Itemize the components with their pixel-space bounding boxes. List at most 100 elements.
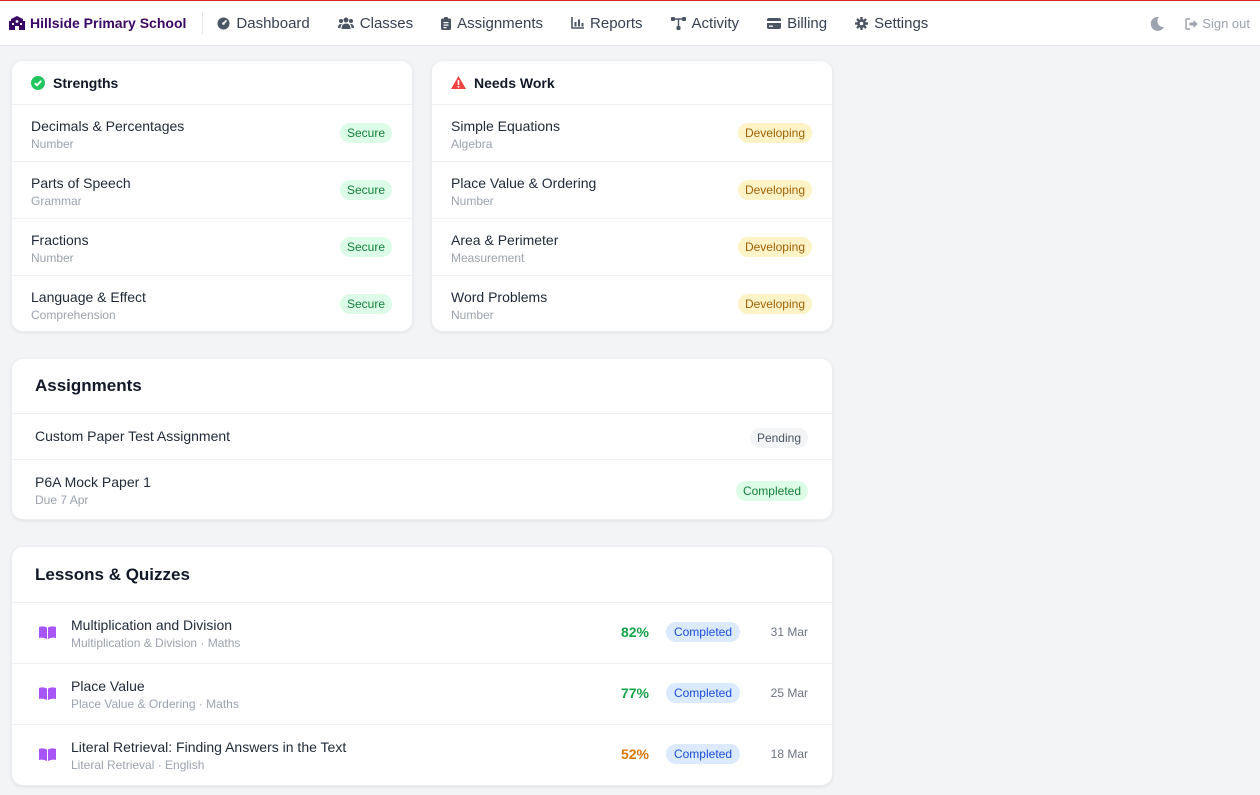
skill-category: Number bbox=[31, 251, 74, 265]
status-badge: Completed bbox=[665, 683, 740, 703]
nav-divider bbox=[202, 12, 204, 34]
lesson-row[interactable]: Place Value Place Value & Ordering · Mat… bbox=[12, 664, 832, 725]
status-badge: Developing bbox=[737, 123, 812, 143]
dashboard-icon bbox=[217, 17, 230, 29]
lesson-date: 18 Mar bbox=[770, 747, 808, 761]
assignments-title: Assignments bbox=[35, 376, 142, 395]
needs-work-row[interactable]: Place Value & Ordering Number Developing bbox=[432, 162, 832, 219]
status-badge: Secure bbox=[339, 237, 392, 257]
status-badge: Developing bbox=[737, 237, 812, 257]
needs-work-card: Needs Work Simple Equations Algebra Deve… bbox=[431, 60, 833, 332]
lesson-name: Place Value bbox=[71, 678, 145, 694]
skill-name: Simple Equations bbox=[451, 118, 560, 134]
gear-icon bbox=[855, 16, 869, 30]
lesson-date: 31 Mar bbox=[770, 625, 808, 639]
assignment-due: Due 7 Apr bbox=[35, 493, 89, 507]
lesson-name: Multiplication and Division bbox=[71, 617, 233, 633]
skill-name: Place Value & Ordering bbox=[451, 175, 597, 191]
clipboard-icon bbox=[441, 16, 452, 30]
chart-icon bbox=[571, 17, 585, 29]
nav-label: Activity bbox=[691, 14, 740, 32]
strength-row[interactable]: Parts of Speech Grammar Secure bbox=[12, 162, 412, 219]
skill-category: Number bbox=[451, 194, 494, 208]
sign-out-button[interactable]: Sign out bbox=[1185, 16, 1250, 31]
book-icon bbox=[39, 748, 56, 761]
status-badge: Secure bbox=[339, 123, 392, 143]
assignments-header: Assignments bbox=[12, 359, 832, 414]
lesson-meta: Literal Retrieval · English bbox=[71, 758, 205, 772]
nav-label: Classes bbox=[359, 14, 414, 32]
check-circle-icon bbox=[31, 75, 45, 90]
skill-name: Parts of Speech bbox=[31, 175, 131, 191]
skill-name: Area & Perimeter bbox=[451, 232, 559, 248]
nav-label: Billing bbox=[787, 14, 828, 32]
status-badge: Completed bbox=[665, 744, 740, 764]
lessons-title: Lessons & Quizzes bbox=[35, 564, 190, 584]
assignment-name: Custom Paper Test Assignment bbox=[35, 428, 231, 444]
assignments-card: Assignments Custom Paper Test Assignment… bbox=[11, 358, 833, 520]
strengths-title: Strengths bbox=[53, 74, 119, 91]
lessons-header: Lessons & Quizzes bbox=[12, 547, 832, 603]
skill-category: Comprehension bbox=[31, 308, 116, 322]
assignment-row[interactable]: P6A Mock Paper 1 Due 7 Apr Completed bbox=[12, 460, 832, 519]
warning-icon bbox=[451, 76, 466, 89]
activity-icon bbox=[670, 16, 686, 30]
strengths-card: Strengths Decimals & Percentages Number … bbox=[11, 60, 413, 332]
nav-label: Settings bbox=[874, 14, 929, 32]
nav-item-billing[interactable]: Billing bbox=[767, 15, 827, 32]
status-badge: Secure bbox=[339, 294, 392, 314]
status-badge: Secure bbox=[339, 180, 392, 200]
skill-name: Language & Effect bbox=[31, 289, 146, 305]
school-name: Hillside Primary School bbox=[30, 15, 187, 31]
skill-category: Algebra bbox=[451, 137, 493, 151]
assignment-name: P6A Mock Paper 1 bbox=[35, 474, 151, 490]
top-navbar: Hillside Primary School Dashboard Classe… bbox=[0, 1, 1260, 46]
strength-row[interactable]: Decimals & Percentages Number Secure bbox=[12, 105, 412, 162]
lesson-meta: Multiplication & Division · Maths bbox=[71, 636, 241, 650]
lessons-card: Lessons & Quizzes Multiplication and Div… bbox=[11, 546, 833, 786]
skill-category: Measurement bbox=[451, 251, 525, 265]
skill-name: Fractions bbox=[31, 232, 89, 248]
credit-card-icon bbox=[767, 17, 782, 29]
nav-item-reports[interactable]: Reports bbox=[571, 15, 643, 32]
needs-work-row[interactable]: Simple Equations Algebra Developing bbox=[432, 105, 832, 162]
sign-out-label: Sign out bbox=[1202, 16, 1250, 31]
brand[interactable]: Hillside Primary School bbox=[0, 1, 186, 45]
lesson-score: 77% bbox=[620, 685, 649, 701]
lesson-name: Literal Retrieval: Finding Answers in th… bbox=[71, 739, 347, 755]
lesson-row[interactable]: Literal Retrieval: Finding Answers in th… bbox=[12, 725, 832, 785]
needs-work-title: Needs Work bbox=[474, 74, 555, 91]
status-badge: Developing bbox=[737, 294, 812, 314]
nav-item-classes[interactable]: Classes bbox=[337, 14, 414, 32]
nav-label: Reports bbox=[590, 14, 643, 32]
lesson-date: 25 Mar bbox=[770, 686, 808, 700]
lesson-score: 82% bbox=[620, 624, 649, 640]
nav-item-activity[interactable]: Activity bbox=[670, 14, 740, 32]
book-icon bbox=[39, 687, 56, 700]
needs-work-row[interactable]: Word Problems Number Developing bbox=[432, 276, 832, 331]
strength-row[interactable]: Language & Effect Comprehension Secure bbox=[12, 276, 412, 331]
skill-category: Number bbox=[31, 137, 74, 151]
nav-item-settings[interactable]: Settings bbox=[855, 15, 928, 32]
lesson-meta: Place Value & Ordering · Maths bbox=[71, 697, 239, 711]
book-icon bbox=[39, 626, 56, 639]
status-badge: Completed bbox=[665, 622, 740, 642]
top-accent-line bbox=[0, 0, 1260, 1]
status-badge: Completed bbox=[735, 481, 808, 501]
status-badge: Developing bbox=[737, 180, 812, 200]
lesson-row[interactable]: Multiplication and Division Multiplicati… bbox=[12, 603, 832, 664]
nav-label: Dashboard bbox=[236, 14, 310, 32]
assignment-row[interactable]: Custom Paper Test Assignment Pending bbox=[12, 414, 832, 460]
skill-name: Word Problems bbox=[451, 289, 548, 305]
moon-icon[interactable] bbox=[1149, 16, 1165, 32]
nav-item-assignments[interactable]: Assignments bbox=[441, 15, 543, 32]
needs-work-row[interactable]: Area & Perimeter Measurement Developing bbox=[432, 219, 832, 276]
strength-row[interactable]: Fractions Number Secure bbox=[12, 219, 412, 276]
skill-category: Number bbox=[451, 308, 494, 322]
nav-item-dashboard[interactable]: Dashboard bbox=[217, 14, 310, 32]
lesson-score: 52% bbox=[620, 746, 649, 762]
users-icon bbox=[337, 17, 354, 29]
school-icon bbox=[9, 16, 25, 30]
needs-work-header: Needs Work bbox=[432, 61, 832, 105]
skill-category: Grammar bbox=[31, 194, 82, 208]
